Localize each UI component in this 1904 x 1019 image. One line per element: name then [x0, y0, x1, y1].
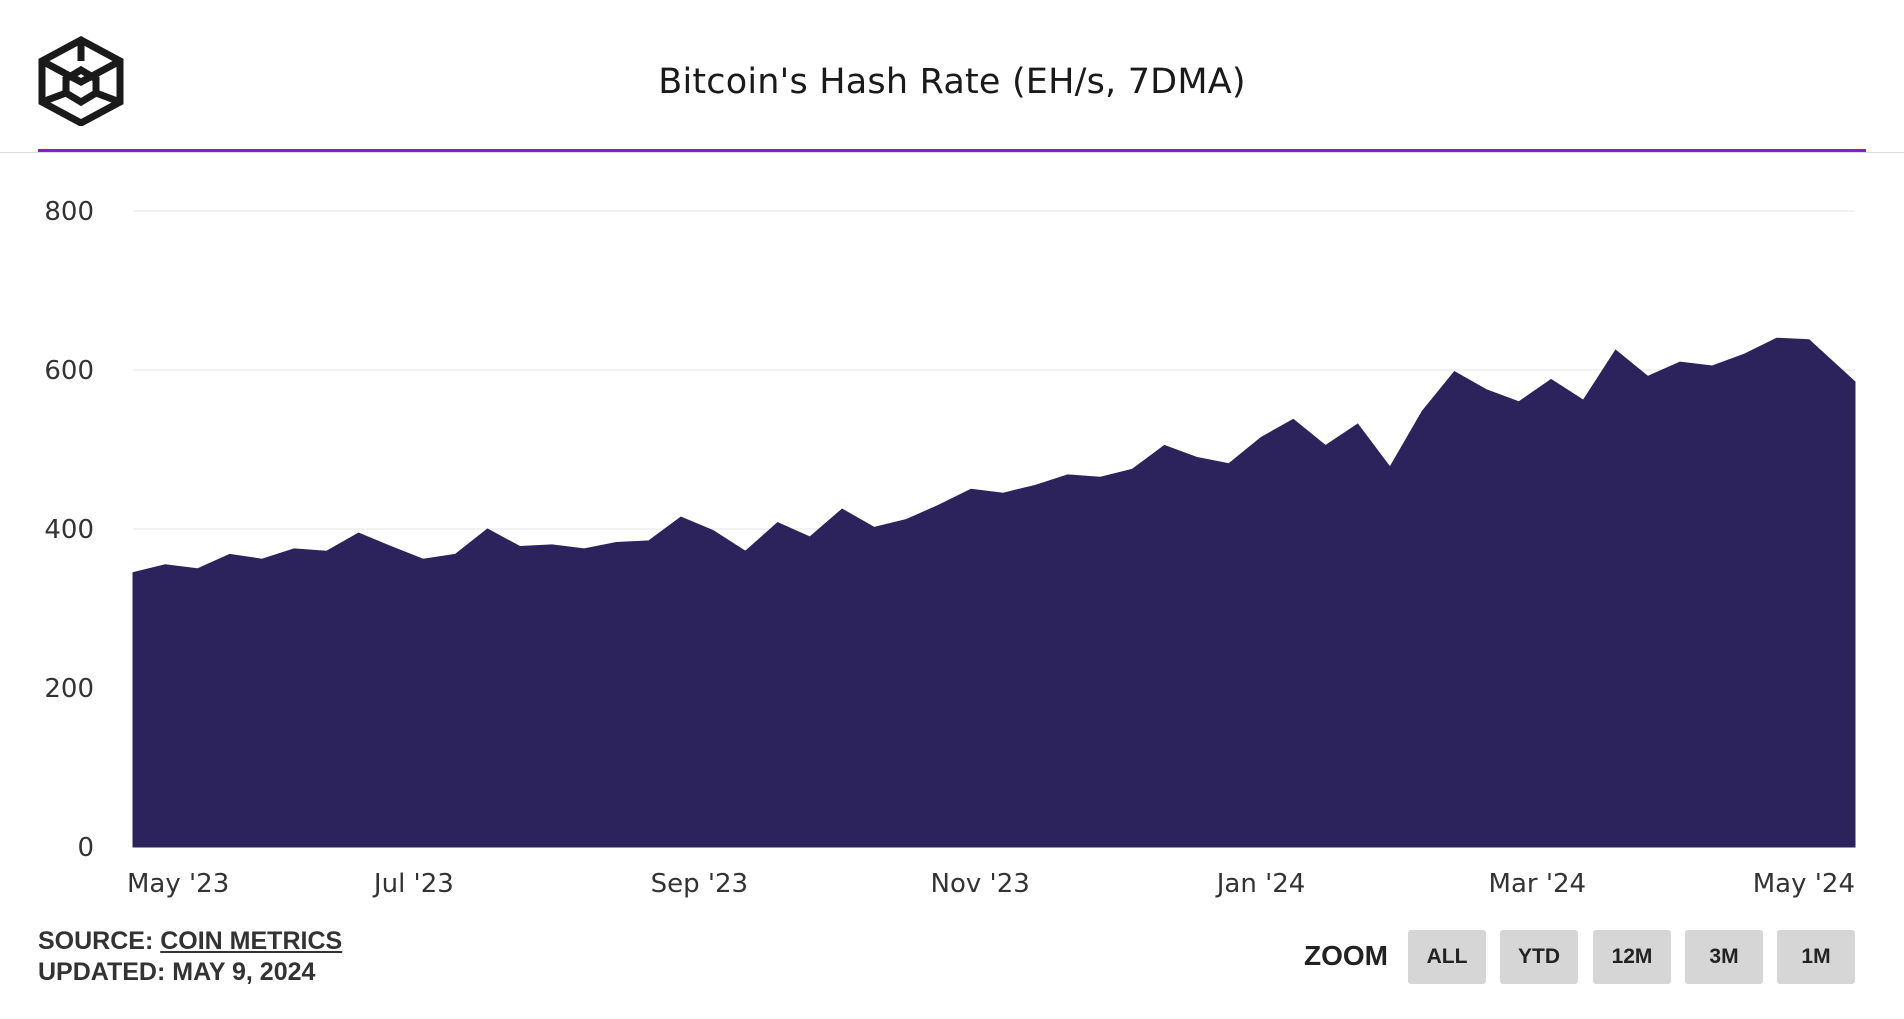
y-tick-label: 200 [44, 674, 94, 704]
y-tick-label: 800 [44, 197, 94, 227]
zoom-label: ZOOM [1304, 940, 1388, 971]
y-tick-label: 0 [77, 833, 94, 863]
y-tick-label: 600 [44, 356, 94, 386]
source-line: SOURCE: COIN METRICS [38, 926, 342, 957]
cube-logo-icon [38, 36, 124, 126]
source-prefix: SOURCE: [38, 927, 161, 955]
zoom-12m-button[interactable]: 12M [1593, 930, 1671, 984]
zoom-ytd-button[interactable]: YTD [1500, 930, 1578, 984]
x-tick-label: Mar '24 [1489, 869, 1587, 899]
y-tick-label: 400 [44, 515, 94, 545]
x-tick-label: Jan '24 [1215, 869, 1306, 899]
zoom-3m-button[interactable]: 3M [1685, 930, 1763, 984]
source-link[interactable]: COIN METRICS [160, 927, 343, 955]
x-tick-label: May '24 [1753, 869, 1855, 899]
zoom-all-button[interactable]: ALL [1408, 930, 1486, 984]
updated-line: UPDATED: MAY 9, 2024 [38, 958, 316, 986]
x-tick-label: May '23 [127, 869, 229, 899]
chart-title: Bitcoin's Hash Rate (EH/s, 7DMA) [658, 62, 1246, 102]
title-divider [38, 149, 1866, 152]
x-tick-label: Nov '23 [931, 869, 1030, 899]
hash-rate-area [132, 337, 1856, 848]
chart-footer: SOURCE: COIN METRICS UPDATED: MAY 9, 202… [38, 926, 342, 988]
x-tick-label: Jul '23 [372, 869, 454, 899]
zoom-1m-button[interactable]: 1M [1777, 930, 1855, 984]
chart-header: Bitcoin's Hash Rate (EH/s, 7DMA) [0, 0, 1904, 153]
hash-rate-chart: 0 200 400 600 800 May '23 Jul '23 Sep '23 Nov '2… [44, 197, 1856, 899]
x-tick-label: Sep '23 [651, 869, 749, 899]
